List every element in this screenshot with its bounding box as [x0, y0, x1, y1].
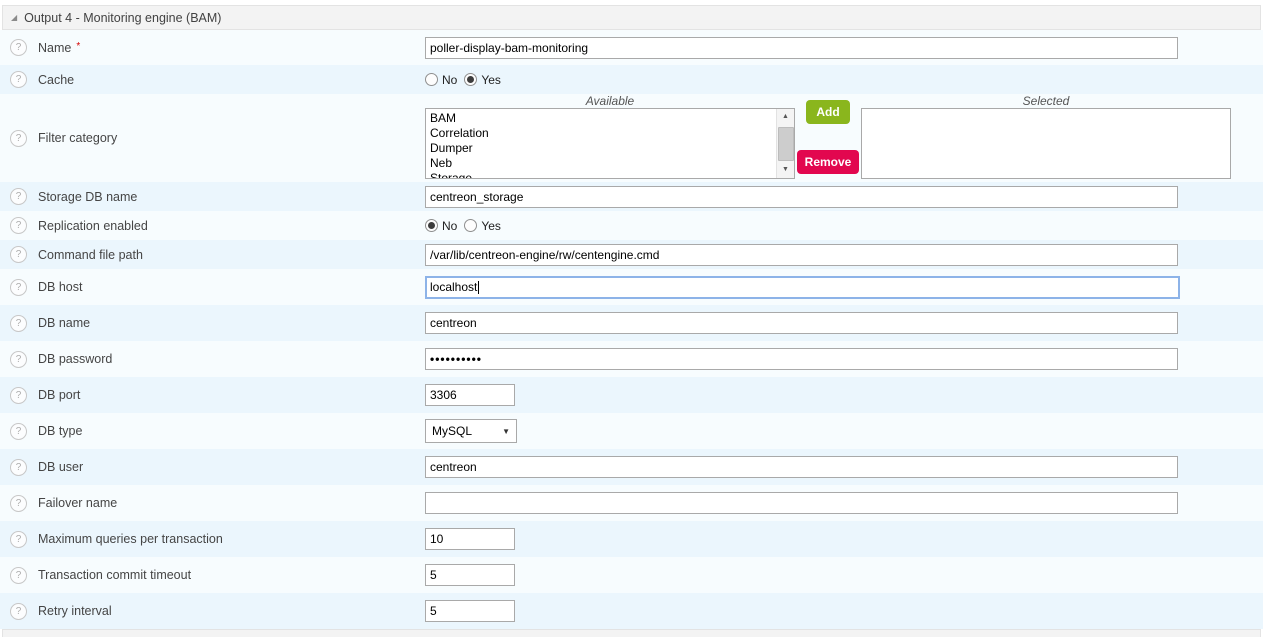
radio-icon: [425, 73, 438, 86]
list-option[interactable]: BAM: [430, 111, 457, 125]
row-max-queries: ? Maximum queries per transaction: [0, 521, 1263, 557]
row-name: ? Name *: [0, 30, 1263, 65]
help-icon[interactable]: ?: [10, 386, 27, 404]
row-cache: ? Cache No Yes: [0, 65, 1263, 94]
help-icon[interactable]: ?: [10, 39, 27, 56]
replication-radiogroup: No Yes: [425, 219, 508, 233]
radio-icon: [464, 219, 478, 232]
field-label-replication-enabled: Replication enabled: [38, 218, 148, 233]
help-icon[interactable]: ?: [10, 350, 27, 368]
help-icon[interactable]: ?: [10, 314, 27, 332]
row-db-port: ? DB port: [0, 377, 1263, 413]
list-option[interactable]: Correlation: [430, 126, 489, 140]
selected-label: Selected: [1022, 94, 1070, 108]
radio-checked-icon: [425, 219, 438, 232]
section-header-output4[interactable]: ◢ Output 4 - Monitoring engine (BAM): [2, 5, 1261, 30]
replication-radio-yes[interactable]: Yes: [464, 219, 501, 233]
scroll-thumb[interactable]: [778, 127, 794, 161]
available-listbox[interactable]: BAM Correlation Dumper Neb Storage ▲ ▼: [425, 108, 795, 179]
help-icon[interactable]: ?: [10, 530, 27, 548]
transaction-commit-timeout-input[interactable]: [425, 564, 515, 586]
list-option[interactable]: Neb: [430, 156, 453, 170]
field-label-name: Name *: [38, 40, 81, 55]
help-icon[interactable]: ?: [10, 422, 27, 440]
row-retry-interval: ? Retry interval: [0, 593, 1263, 629]
db-name-input[interactable]: [425, 312, 1178, 334]
row-command-file-path: ? Command file path: [0, 240, 1263, 269]
cache-radio-no[interactable]: No: [425, 73, 457, 87]
selected-listbox[interactable]: [861, 108, 1231, 179]
row-storage-db-name: ? Storage DB name: [0, 182, 1263, 211]
help-icon[interactable]: ?: [10, 217, 27, 234]
retry-interval-input[interactable]: [425, 600, 515, 622]
field-label-retry-interval: Retry interval: [38, 604, 112, 618]
field-label-db-port: DB port: [38, 388, 81, 402]
radio-checked-icon: [464, 73, 478, 86]
db-port-input[interactable]: [425, 384, 515, 406]
row-db-password: ? DB password: [0, 341, 1263, 377]
section-title: Output 4 - Monitoring engine (BAM): [24, 10, 222, 25]
row-replication-enabled: ? Replication enabled No Yes: [0, 211, 1263, 240]
available-options: BAM Correlation Dumper Neb Storage: [426, 109, 794, 179]
field-label-db-type: DB type: [38, 424, 83, 438]
next-section-header[interactable]: [2, 629, 1261, 637]
required-asterisk: *: [76, 40, 81, 52]
field-label-transaction-commit-timeout: Transaction commit timeout: [38, 568, 192, 582]
field-label-max-queries: Maximum queries per transaction: [38, 532, 223, 546]
collapse-triangle-icon: ◢: [11, 12, 18, 22]
dropdown-arrow-icon: ▼: [502, 426, 510, 436]
field-label-filter-category: Filter category: [38, 131, 118, 145]
scroll-up-icon[interactable]: ▲: [782, 113, 789, 120]
row-filter-category: ? Filter category Available BAM Correlati…: [0, 94, 1263, 182]
scroll-down-icon[interactable]: ▼: [782, 166, 789, 173]
cache-radio-yes[interactable]: Yes: [464, 73, 501, 87]
help-icon[interactable]: ?: [10, 494, 27, 512]
row-transaction-commit-timeout: ? Transaction commit timeout: [0, 557, 1263, 593]
row-db-host: ? DB host localhost: [0, 269, 1263, 305]
name-input[interactable]: [425, 36, 1178, 59]
text-cursor: [478, 280, 480, 294]
row-db-name: ? DB name: [0, 305, 1263, 341]
db-type-select[interactable]: MySQL ▼: [425, 419, 517, 443]
help-icon[interactable]: ?: [10, 566, 27, 584]
add-button[interactable]: Add: [806, 100, 850, 124]
field-label-storage-db-name: Storage DB name: [38, 189, 138, 204]
help-icon[interactable]: ?: [10, 71, 27, 88]
row-db-type: ? DB type MySQL ▼: [0, 413, 1263, 449]
row-failover-name: ? Failover name: [0, 485, 1263, 521]
storage-db-name-input[interactable]: [425, 185, 1178, 208]
list-option[interactable]: Storage: [430, 171, 473, 179]
failover-name-input[interactable]: [425, 492, 1178, 514]
command-file-path-input[interactable]: [425, 243, 1178, 266]
db-host-input[interactable]: localhost: [425, 275, 1180, 299]
scrollbar[interactable]: ▲ ▼: [776, 109, 794, 178]
help-icon[interactable]: ?: [10, 188, 27, 205]
selected-options: [862, 109, 1230, 111]
help-icon[interactable]: ?: [10, 246, 27, 263]
list-option[interactable]: Dumper: [430, 141, 473, 155]
replication-radio-no[interactable]: No: [425, 219, 457, 233]
field-label-failover-name: Failover name: [38, 496, 118, 510]
help-icon[interactable]: ?: [10, 458, 27, 476]
field-label-db-host: DB host: [38, 280, 83, 294]
field-label-db-password: DB password: [38, 352, 113, 366]
field-label-cache: Cache: [38, 72, 75, 87]
db-user-input[interactable]: [425, 456, 1178, 478]
field-label-db-name: DB name: [38, 316, 91, 330]
help-icon[interactable]: ?: [10, 278, 27, 296]
field-label-command-file-path: Command file path: [38, 247, 143, 262]
db-password-input[interactable]: [425, 348, 1178, 370]
available-label: Available: [585, 94, 635, 108]
cache-radiogroup: No Yes: [425, 73, 508, 87]
field-label-db-user: DB user: [38, 460, 84, 474]
help-icon[interactable]: ?: [10, 129, 27, 147]
max-queries-input[interactable]: [425, 528, 515, 550]
remove-button[interactable]: Remove: [796, 150, 860, 174]
row-db-user: ? DB user: [0, 449, 1263, 485]
help-icon[interactable]: ?: [10, 602, 27, 620]
